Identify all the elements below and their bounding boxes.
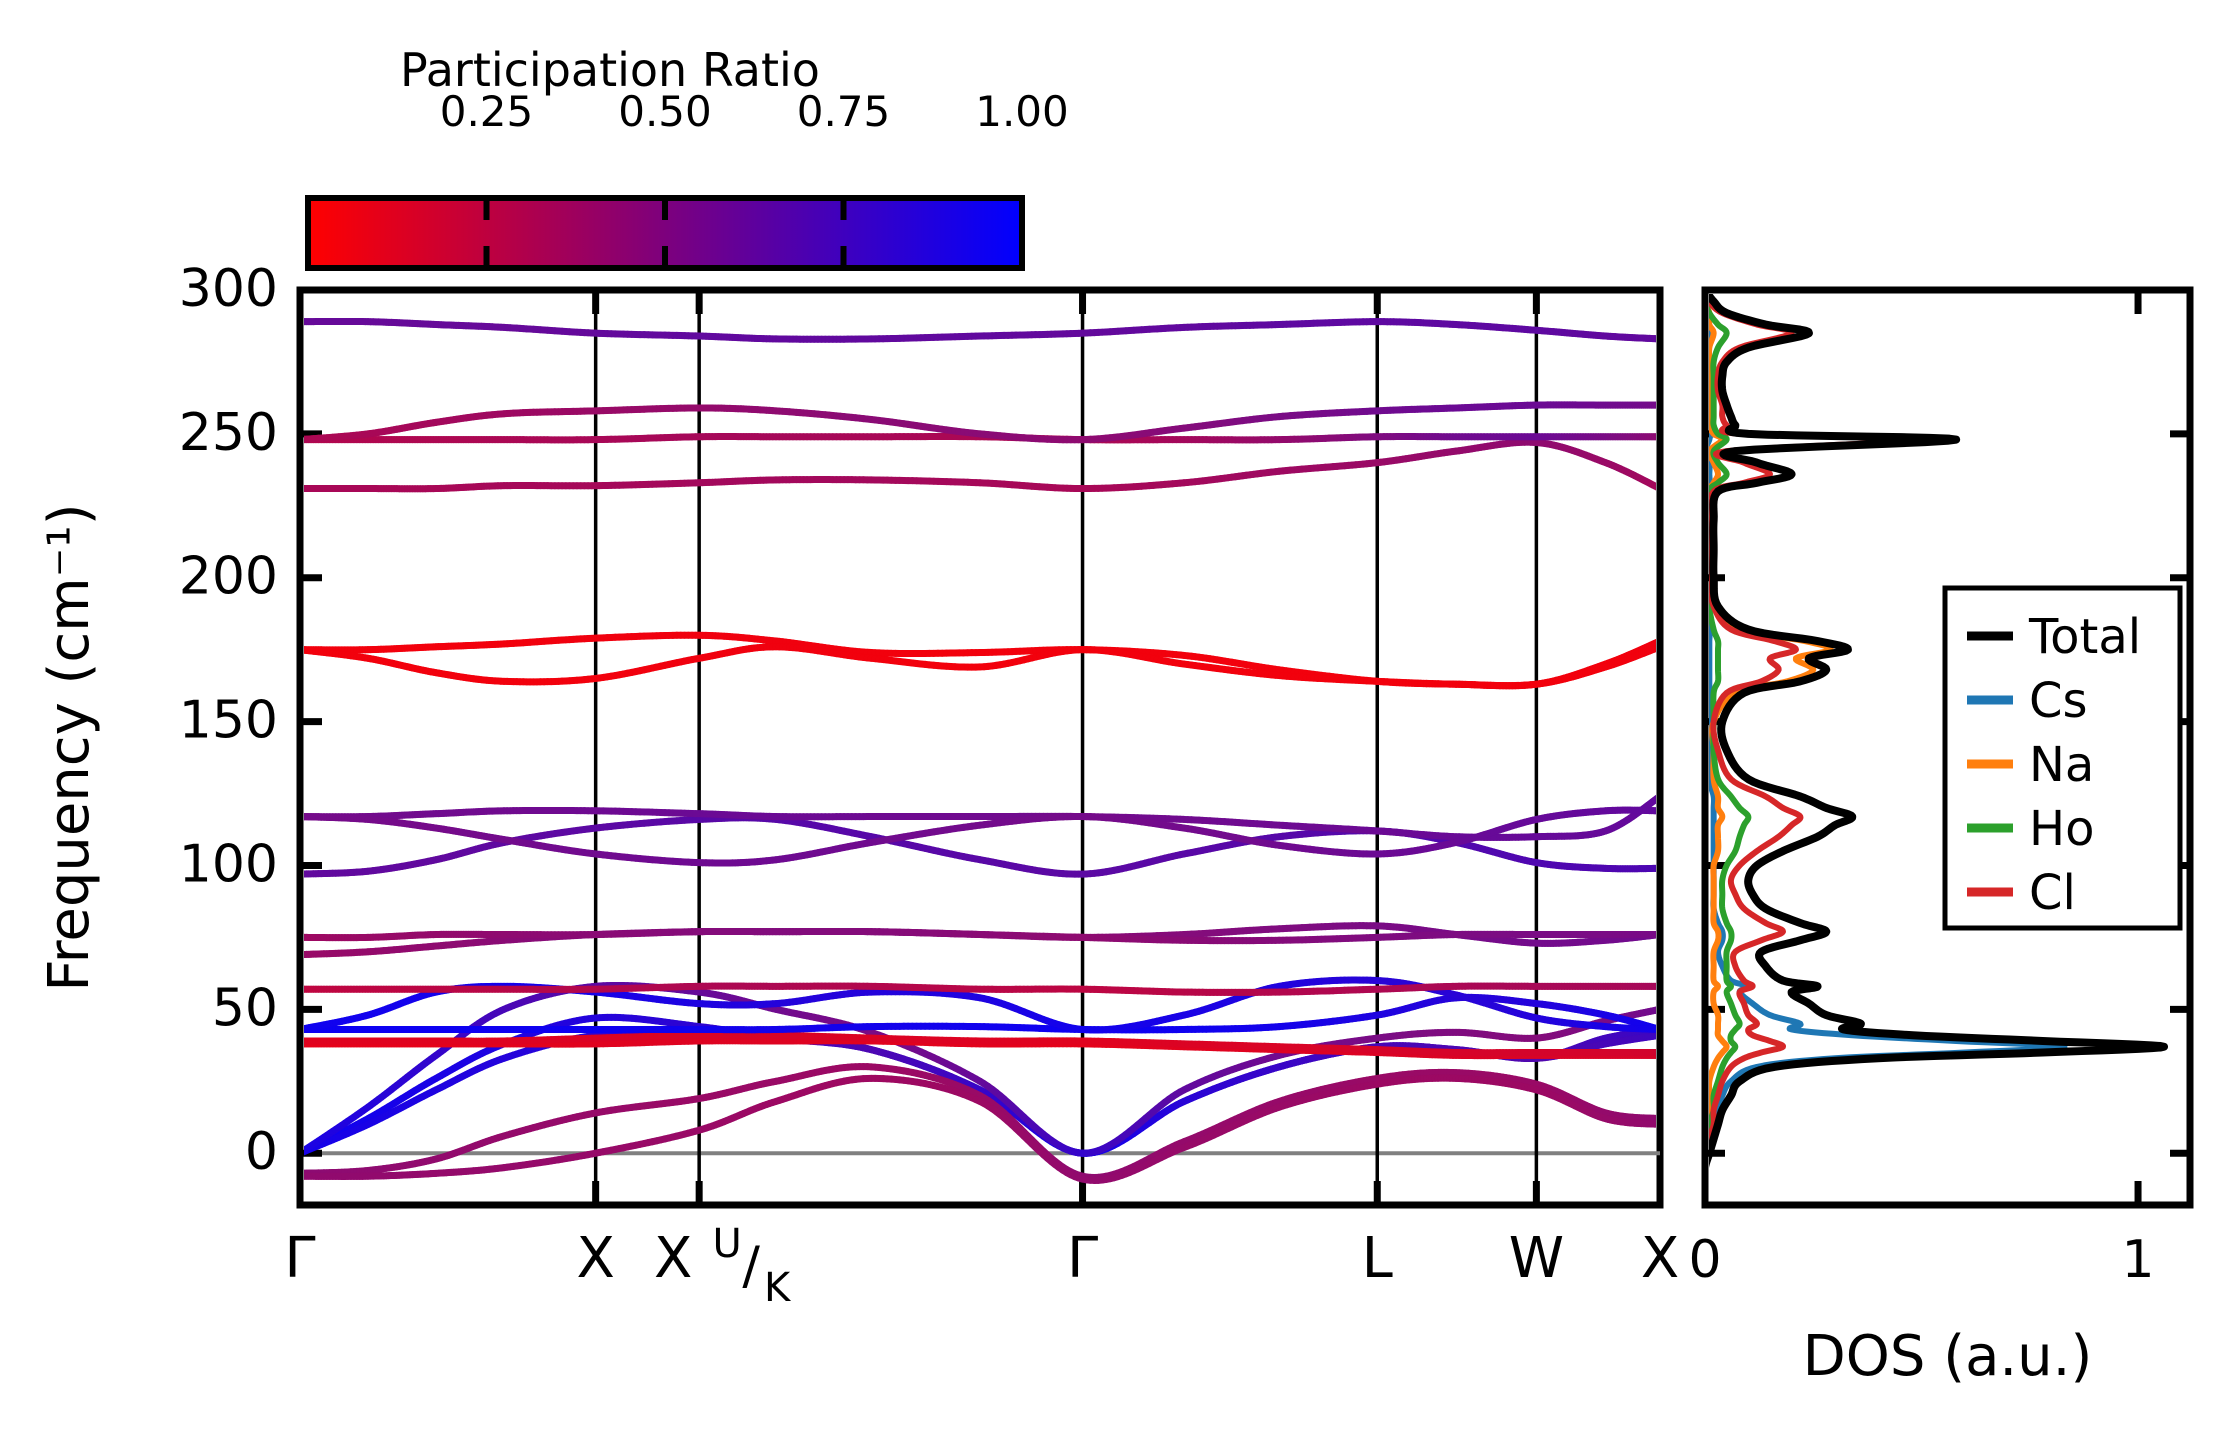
legend-label-ho: Ho — [2029, 801, 2094, 857]
y-tick-label: 250 — [179, 403, 278, 463]
colorbar-tick-label: 1.00 — [975, 87, 1069, 136]
y-tick-label: 100 — [179, 834, 278, 894]
band-curves — [304, 317, 1656, 1184]
svg-text:K: K — [764, 1265, 792, 1311]
colorbar-tick-label: 0.50 — [618, 87, 712, 136]
dos-x-tick-label: 1 — [2121, 1230, 2154, 1290]
colorbar-title: Participation Ratio — [400, 43, 820, 97]
x-tick-label: Γ — [284, 1226, 315, 1291]
x-tick-label: X — [1641, 1226, 1679, 1291]
x-tick-label: W — [1509, 1226, 1564, 1291]
colorbar-tick-label: 0.75 — [797, 87, 891, 136]
dos-curves — [1709, 294, 2169, 1201]
dos-x-axis-label: DOS (a.u.) — [1803, 1324, 2093, 1389]
legend-label-total: Total — [2028, 609, 2141, 665]
x-tick-label: Γ — [1067, 1226, 1098, 1291]
y-tick-label: 0 — [245, 1122, 278, 1182]
dos-series-na — [1709, 304, 1834, 1121]
band-axes-frame — [296, 286, 1664, 1209]
dos-series-total — [1709, 294, 2169, 1201]
dos-series-ho — [1709, 304, 1752, 1150]
dos-x-tick-label: 0 — [1688, 1230, 1721, 1290]
x-tick-label: X — [576, 1226, 614, 1291]
svg-text:U: U — [713, 1221, 742, 1267]
dos-series-cl — [1709, 294, 1925, 1165]
y-tick-label: 150 — [179, 691, 278, 751]
legend-label-cl: Cl — [2029, 865, 2076, 921]
x-tick-label: L — [1362, 1226, 1393, 1291]
dos-axes-frame — [1701, 286, 2194, 1209]
legend-label-cs: Cs — [2029, 673, 2088, 729]
x-tick-label-uk: U / K — [713, 1221, 793, 1311]
legend-label-na: Na — [2029, 737, 2094, 793]
x-tick-label: X — [654, 1226, 692, 1291]
y-tick-label: 300 — [179, 259, 278, 319]
y-tick-label: 50 — [212, 978, 278, 1038]
svg-text:/: / — [742, 1236, 760, 1296]
y-axis-label: Frequency (cm⁻¹) — [37, 503, 102, 991]
dos-legend-box — [1942, 585, 2183, 931]
y-tick-label: 200 — [179, 547, 278, 607]
colorbar-tick-label: 0.25 — [440, 87, 534, 136]
